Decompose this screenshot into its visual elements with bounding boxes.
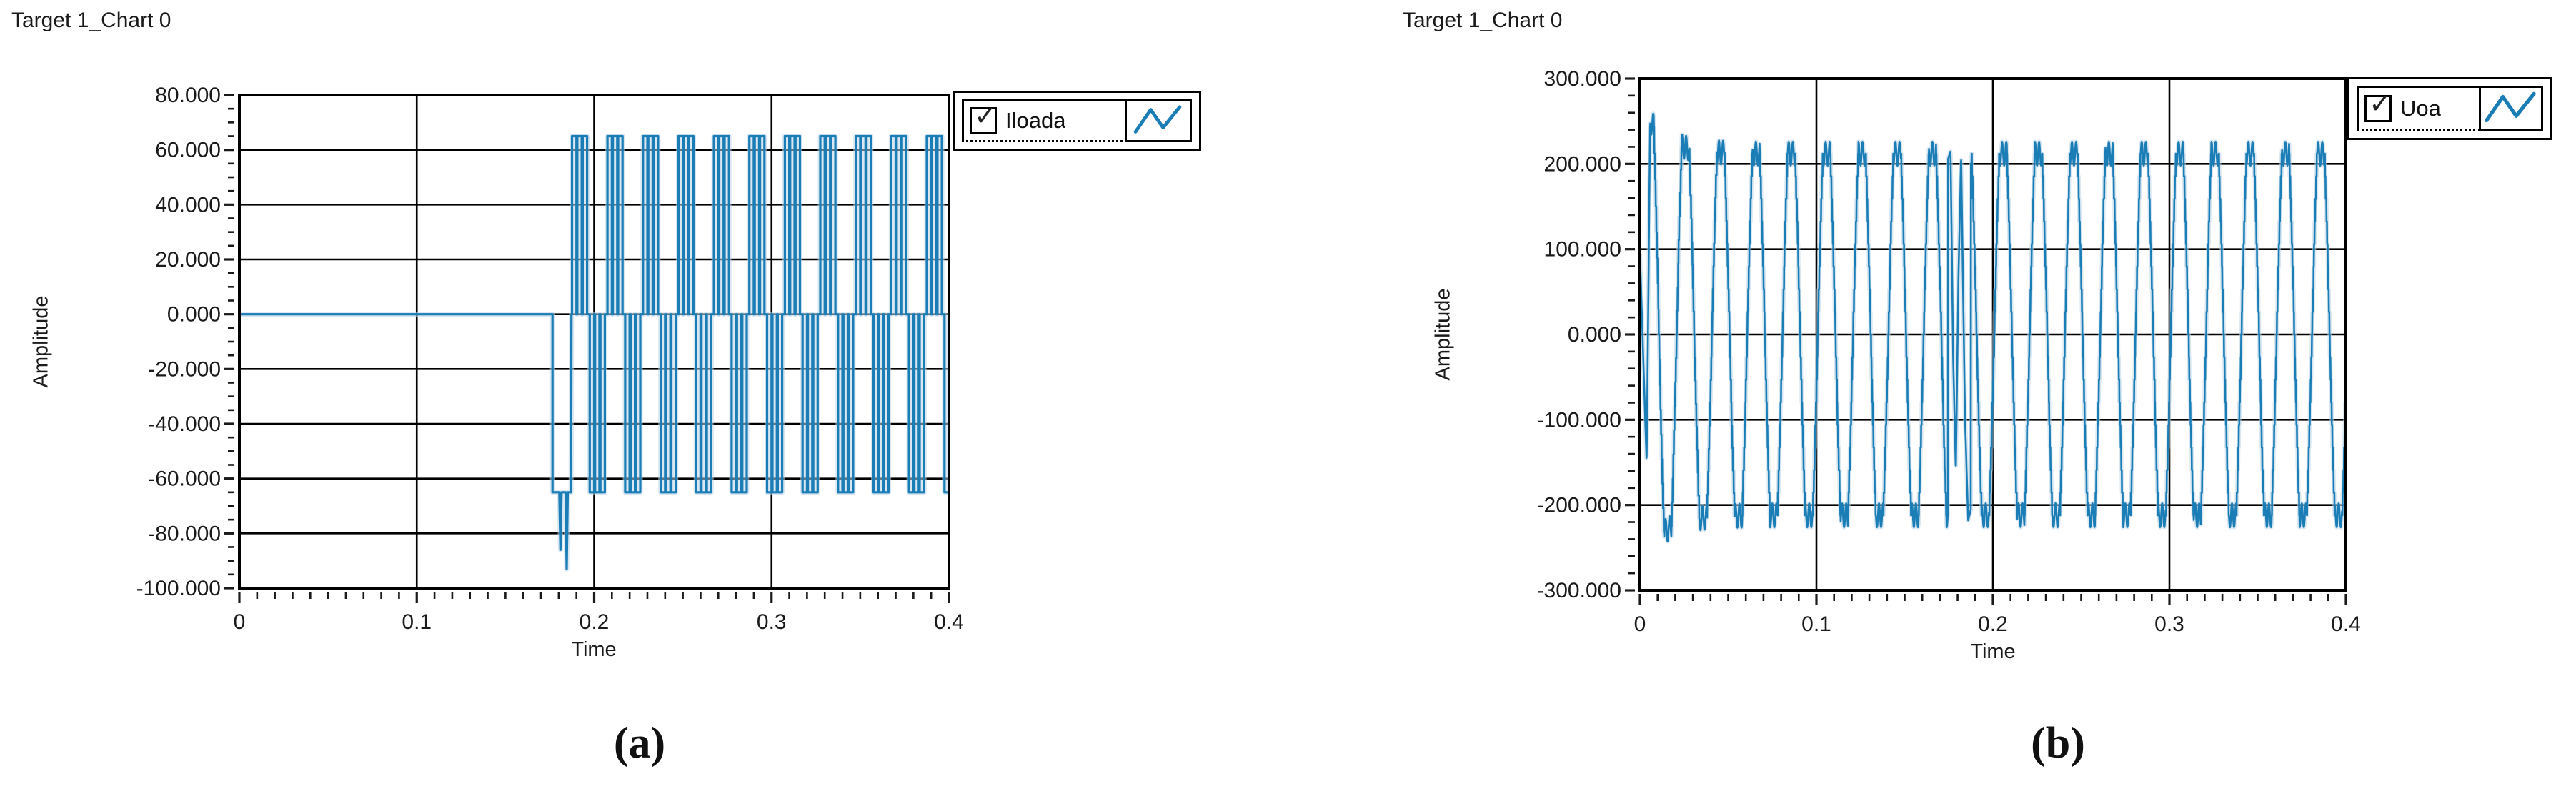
y-tick-label: -100.000 xyxy=(136,577,221,600)
y-tick-label: -100.000 xyxy=(1537,408,1621,432)
x-axis-label: Time xyxy=(1970,640,2016,663)
y-tick-label: -40.000 xyxy=(148,412,221,436)
caption-b: (b) xyxy=(2031,719,2085,768)
caption-a: (a) xyxy=(613,719,666,768)
x-tick-label: 0.4 xyxy=(934,610,964,634)
y-tick-label: 0.000 xyxy=(167,303,221,327)
y-tick-label: 200.000 xyxy=(1544,152,1621,176)
x-axis-label: Time xyxy=(571,638,617,661)
x-tick-label: 0 xyxy=(234,610,246,634)
y-tick-label: -60.000 xyxy=(148,467,221,491)
y-tick-label: 80.000 xyxy=(155,84,221,107)
legend-plot-toggle[interactable]: ✓ Iloada xyxy=(962,99,1127,142)
x-tick-label: 0 xyxy=(1634,612,1646,636)
y-tick-label: -200.000 xyxy=(1537,494,1621,517)
legend-label: Uoa xyxy=(2400,96,2441,121)
y-tick-label: -80.000 xyxy=(148,522,221,545)
legend-checkbox[interactable]: ✓ xyxy=(970,103,997,134)
chart-panel-b: Target 1_Chart 0 Amplitude 300.000 200.00… xyxy=(1339,0,2576,722)
checkmark-icon: ✓ xyxy=(974,101,997,131)
x-tick-label: 0.3 xyxy=(2154,612,2184,636)
x-tick-label: 0.1 xyxy=(1801,612,1831,636)
x-tick-label: 0.2 xyxy=(1978,612,2008,636)
y-tick-label: 300.000 xyxy=(1544,67,1621,91)
x-tick-label: 0.4 xyxy=(2331,612,2361,636)
legend-label: Iloada xyxy=(1005,108,1066,133)
legend: ✓ Uoa xyxy=(2347,77,2552,140)
line-sample-icon xyxy=(2485,91,2536,123)
y-tick-label: 20.000 xyxy=(155,248,221,272)
plot-area-a: 80.000 60.000 40.000 20.000 0.000 -20.000 -40.… xyxy=(136,84,964,634)
chart-title: Target 1_Chart 0 xyxy=(11,9,171,32)
y-tick-label: 100.000 xyxy=(1544,238,1621,262)
waveform-Iloada xyxy=(239,134,949,572)
y-tick-label: 60.000 xyxy=(155,139,221,162)
line-sample-icon xyxy=(1133,105,1182,134)
y-tick-label: 40.000 xyxy=(155,193,221,217)
plot-border xyxy=(238,94,950,590)
x-tick-label: 0.2 xyxy=(580,610,610,634)
legend-line-style-button[interactable] xyxy=(1125,99,1192,142)
y-tick-label: 0.000 xyxy=(1568,323,1621,347)
x-tick-label: 0.1 xyxy=(402,610,432,634)
x-tick-label: 0.3 xyxy=(757,610,787,634)
checkmark-icon: ✓ xyxy=(2369,89,2392,119)
legend-line-style-button[interactable] xyxy=(2479,86,2543,131)
legend: ✓ Iloada xyxy=(953,91,1201,151)
chart-panel-a: Target 1_Chart 0 Amplitude 80.000 60.000 4… xyxy=(0,0,1237,722)
plot-border xyxy=(1638,77,2347,592)
plot-area-b: 300.000 200.000 100.000 0.000 -100.000 -200.0… xyxy=(1537,67,2361,636)
waveform-Uoa xyxy=(1640,111,2346,544)
chart-title: Target 1_Chart 0 xyxy=(1403,9,1563,32)
legend-plot-toggle[interactable]: ✓ Uoa xyxy=(2357,86,2481,131)
legend-checkbox[interactable]: ✓ xyxy=(2364,91,2392,122)
y-tick-label: -300.000 xyxy=(1537,579,1621,602)
y-tick-label: -20.000 xyxy=(148,357,221,381)
